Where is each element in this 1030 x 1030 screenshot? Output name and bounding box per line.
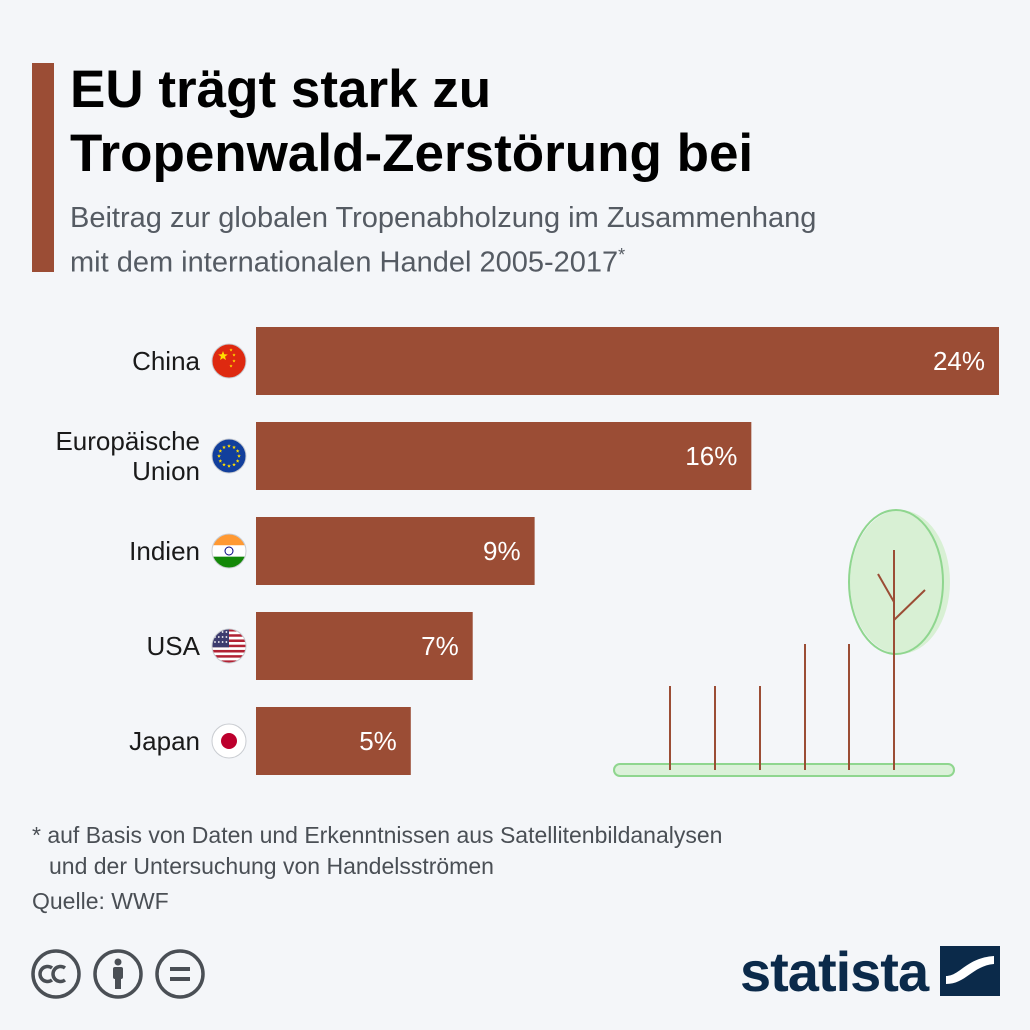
- title-line-2: Tropenwald-Zerstörung bei: [70, 124, 754, 183]
- eu-flag-icon: [211, 438, 247, 474]
- statista-logo[interactable]: statista: [740, 936, 1010, 1006]
- cc-icon[interactable]: [30, 948, 82, 1000]
- tree-illustration: [613, 509, 955, 777]
- page-title: EU trägt stark zu Tropenwald-Zerstörung …: [70, 58, 1010, 186]
- page-subtitle: Beitrag zur globalen Tropenabholzung im …: [70, 200, 1010, 282]
- subtitle-line-2: mit dem internationalen Handel 2005-2017: [70, 246, 619, 279]
- bar: [256, 327, 999, 395]
- attribution-icon[interactable]: [92, 948, 144, 1000]
- value-label: 5%: [359, 726, 397, 756]
- country-label: Europäische Union: [55, 426, 200, 486]
- source-note: Quelle: WWF: [32, 888, 169, 914]
- country-label: Japan: [129, 726, 200, 756]
- country-label: USA: [147, 631, 201, 661]
- country-label: Indien: [129, 536, 200, 566]
- bar: [256, 707, 411, 775]
- no-derivatives-icon[interactable]: [154, 948, 206, 1000]
- grass-strip: [613, 763, 955, 777]
- title-line-1: EU trägt stark zu: [70, 60, 492, 119]
- statista-logo-icon: [940, 946, 1000, 996]
- value-label: 16%: [685, 441, 737, 471]
- value-label: 9%: [483, 536, 521, 566]
- brand-wordmark: statista: [740, 940, 930, 1003]
- value-label: 24%: [933, 346, 985, 376]
- tree-crown: [850, 510, 950, 654]
- value-label: 7%: [421, 631, 459, 661]
- tree-branch: [893, 589, 926, 621]
- bar: [256, 612, 473, 680]
- china-flag-icon: [211, 343, 247, 379]
- tree-crown-outline: [848, 509, 944, 655]
- footnote-line-1: * auf Basis von Daten und Erkenntnissen …: [32, 822, 723, 848]
- subtitle-footnote-mark: *: [618, 245, 626, 265]
- footnote: * auf Basis von Daten und Erkenntnissen …: [32, 820, 992, 882]
- subtitle-line-1: Beitrag zur globalen Tropenabholzung im …: [70, 202, 817, 234]
- bars-layer: 24% China 16% Europäische Union 9% Indien 7% USA…: [55, 327, 999, 775]
- usa-flag-icon: [211, 628, 247, 664]
- bar-chart: 24% China 16% Europäische Union 9% Indien 7% USA…: [55, 327, 999, 777]
- country-label: China: [132, 346, 200, 376]
- title-accent-bar: [32, 63, 54, 272]
- footnote-line-2: und der Untersuchung von Handelsströmen: [49, 853, 494, 879]
- bar: [256, 422, 752, 490]
- japan-flag-icon: [211, 723, 247, 759]
- tree-branch: [877, 573, 895, 603]
- india-flag-icon: [211, 533, 247, 569]
- bar: [256, 517, 535, 585]
